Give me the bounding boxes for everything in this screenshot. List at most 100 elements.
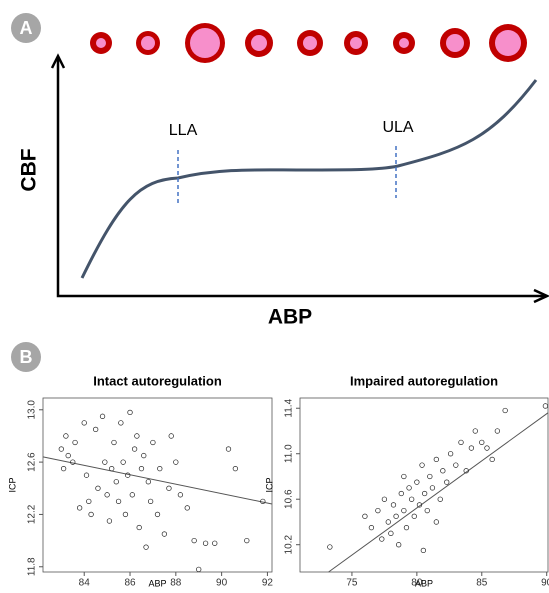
point <box>390 502 397 508</box>
x-axis-label: ABP <box>268 306 312 329</box>
point <box>60 465 67 472</box>
x-axis-label: ABP <box>148 578 166 588</box>
panel-badge <box>11 13 41 43</box>
point <box>184 505 190 511</box>
point <box>99 413 106 419</box>
point <box>416 502 423 508</box>
x-tick-label: 85 <box>476 578 488 588</box>
y-tick-label: 12.6 <box>27 452 38 472</box>
point <box>444 479 450 485</box>
plot-frame <box>42 397 273 573</box>
x-tick-label: 75 <box>346 578 358 588</box>
point <box>411 513 417 519</box>
point <box>161 531 168 537</box>
point <box>433 519 439 525</box>
point <box>393 513 399 519</box>
point <box>368 524 375 531</box>
point <box>421 490 428 497</box>
point <box>232 465 239 472</box>
point <box>86 498 92 505</box>
lla-label: LLA <box>169 122 198 139</box>
x-tick-label: 84 <box>79 578 91 588</box>
y-tick-label: 11.0 <box>284 444 295 463</box>
point <box>83 472 90 478</box>
point <box>420 547 427 554</box>
point <box>173 459 179 465</box>
x-tick-label: 92 <box>262 578 274 588</box>
point <box>385 519 391 525</box>
y-tick-label: 11.8 <box>27 557 38 576</box>
point <box>122 511 129 518</box>
y-tick-label: 11.4 <box>284 398 295 417</box>
plot-frame <box>299 397 549 573</box>
point <box>401 473 407 480</box>
point <box>63 433 69 439</box>
point <box>106 518 113 524</box>
point <box>113 479 119 485</box>
point <box>225 446 232 452</box>
point <box>102 459 108 465</box>
arrowheads <box>50 53 549 304</box>
point <box>375 507 381 514</box>
point <box>134 433 140 439</box>
point <box>95 485 101 491</box>
point <box>129 492 135 498</box>
point <box>472 428 478 434</box>
point <box>131 446 138 452</box>
y-tick-label: 10.2 <box>284 535 295 555</box>
point <box>453 462 459 468</box>
point <box>409 496 415 502</box>
point <box>127 409 133 416</box>
point <box>401 507 407 514</box>
point <box>81 420 87 426</box>
point <box>429 485 436 491</box>
y-axis-label: CBF <box>18 148 41 191</box>
point <box>202 540 209 546</box>
point <box>143 544 149 550</box>
point <box>388 530 394 536</box>
chart-title: Impaired autoregulation <box>350 373 498 388</box>
ula-label: ULA <box>382 119 413 136</box>
point <box>463 468 469 474</box>
point <box>403 524 410 531</box>
panel-label: A <box>20 18 33 38</box>
point <box>424 507 430 514</box>
point <box>125 472 131 478</box>
point <box>115 498 122 505</box>
point <box>381 496 388 502</box>
point <box>437 496 443 502</box>
point <box>157 465 163 472</box>
point <box>120 459 126 465</box>
panel-label: B <box>20 347 33 367</box>
point <box>479 439 485 446</box>
x-tick-label: 90 <box>541 578 549 588</box>
point <box>65 452 71 459</box>
point <box>177 492 184 498</box>
axes <box>56 58 546 298</box>
point <box>502 407 508 414</box>
point <box>168 433 174 439</box>
point <box>147 498 154 505</box>
fit-line <box>328 412 549 573</box>
point <box>362 513 368 519</box>
point <box>244 537 250 544</box>
panel-badge <box>11 342 41 372</box>
y-tick-label: 13.0 <box>27 400 38 420</box>
point <box>145 479 151 485</box>
point <box>154 511 161 518</box>
point <box>141 452 147 459</box>
point <box>109 465 115 472</box>
fit-line <box>42 456 273 505</box>
point <box>398 490 404 497</box>
autoregulation-curve <box>80 79 538 279</box>
point <box>468 445 475 451</box>
y-tick-label: 12.2 <box>27 504 38 524</box>
point <box>72 439 78 446</box>
point <box>111 439 117 446</box>
point <box>406 485 412 491</box>
point <box>427 473 433 480</box>
point <box>447 451 454 457</box>
point <box>166 485 172 491</box>
